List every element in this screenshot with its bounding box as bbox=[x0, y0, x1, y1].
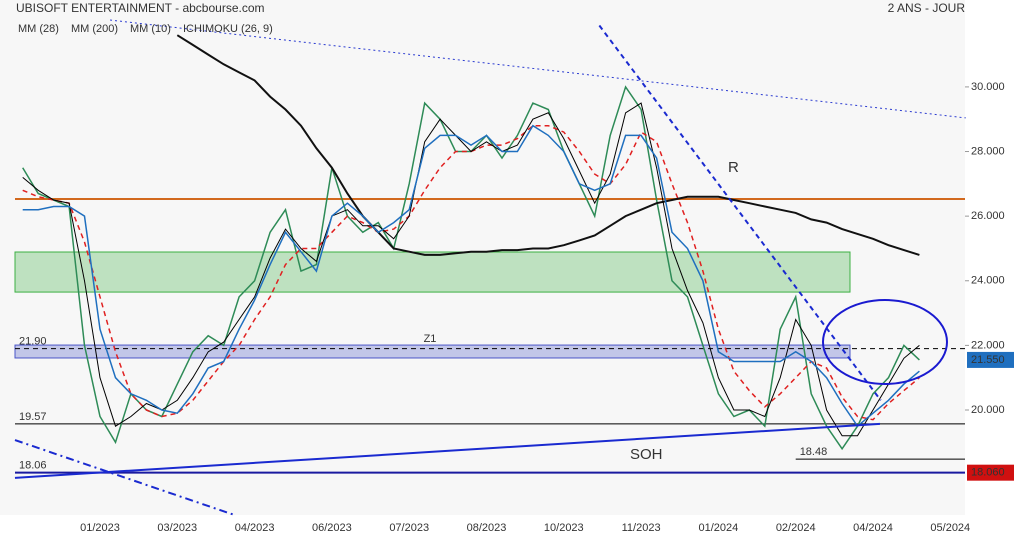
trend-label: R bbox=[728, 159, 739, 176]
x-tick-label: 04/2023 bbox=[235, 522, 275, 534]
level-tag-box bbox=[967, 464, 1014, 481]
level-label: 18.06 bbox=[19, 460, 47, 472]
x-tick-label: 01/2024 bbox=[699, 522, 739, 534]
zone-label: Z1 bbox=[424, 333, 437, 345]
series-line bbox=[22, 102, 920, 437]
series-line bbox=[176, 34, 920, 256]
trend-label: SOH bbox=[630, 446, 663, 463]
x-tick-label: 05/2024 bbox=[930, 522, 970, 534]
legend-entry: MM (28) bbox=[18, 23, 59, 35]
legend-entry: MM (10) bbox=[130, 23, 171, 35]
last-tag: 21.550 bbox=[971, 354, 1005, 366]
y-tick-label: 22.000 bbox=[971, 339, 1005, 351]
y-tick-label: 26.000 bbox=[971, 210, 1005, 222]
series-line bbox=[22, 124, 920, 428]
level-label: 19.57 bbox=[19, 411, 47, 423]
legend-entry: MM (200) bbox=[71, 23, 118, 35]
legend-entry: ICHIMOKU (26, 9) bbox=[183, 23, 273, 35]
x-tick-label: 03/2023 bbox=[157, 522, 197, 534]
y-tick-label: 24.000 bbox=[971, 275, 1005, 287]
y-tick-label: 30.000 bbox=[971, 81, 1005, 93]
x-tick-label: 11/2023 bbox=[622, 522, 661, 534]
x-tick-label: 02/2024 bbox=[776, 522, 816, 534]
x-tick-label: 07/2023 bbox=[389, 522, 429, 534]
y-tick-label: 20.000 bbox=[971, 404, 1005, 416]
trend-line bbox=[109, 19, 966, 119]
trend-line bbox=[14, 422, 881, 479]
y-tick-label: 28.000 bbox=[971, 145, 1005, 157]
level-label: 21.90 bbox=[19, 336, 47, 348]
chart-subtitle: 2 ANS - JOUR bbox=[888, 1, 966, 15]
x-tick-label: 08/2023 bbox=[467, 522, 507, 534]
level-tag: 18.060 bbox=[971, 467, 1005, 479]
level-label: 18.48 bbox=[800, 446, 828, 458]
plot: Z1 21.90 19.57 18.06 18.48 bbox=[14, 19, 966, 516]
highlight-ellipse bbox=[822, 299, 948, 385]
trend-line bbox=[598, 24, 882, 401]
last-tag-box bbox=[967, 351, 1014, 368]
chart-title: UBISOFT ENTERTAINMENT - abcbourse.com bbox=[16, 1, 265, 15]
x-tick-label: 04/2024 bbox=[853, 522, 893, 534]
x-tick-label: 10/2023 bbox=[544, 522, 584, 534]
x-tick-label: 06/2023 bbox=[312, 522, 352, 534]
x-tick-label: 01/2023 bbox=[80, 522, 120, 534]
trend-line bbox=[14, 439, 235, 516]
zone bbox=[14, 251, 851, 293]
